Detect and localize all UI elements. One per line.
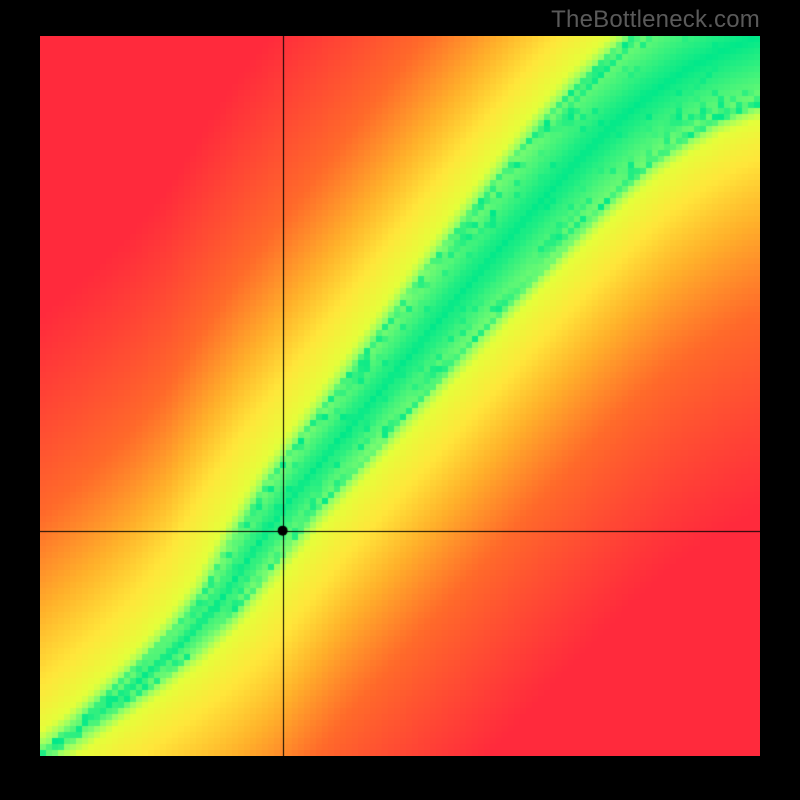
watermark-text: TheBottleneck.com (551, 6, 760, 34)
heatmap-canvas (40, 36, 760, 756)
bottleneck-heatmap (40, 36, 760, 756)
